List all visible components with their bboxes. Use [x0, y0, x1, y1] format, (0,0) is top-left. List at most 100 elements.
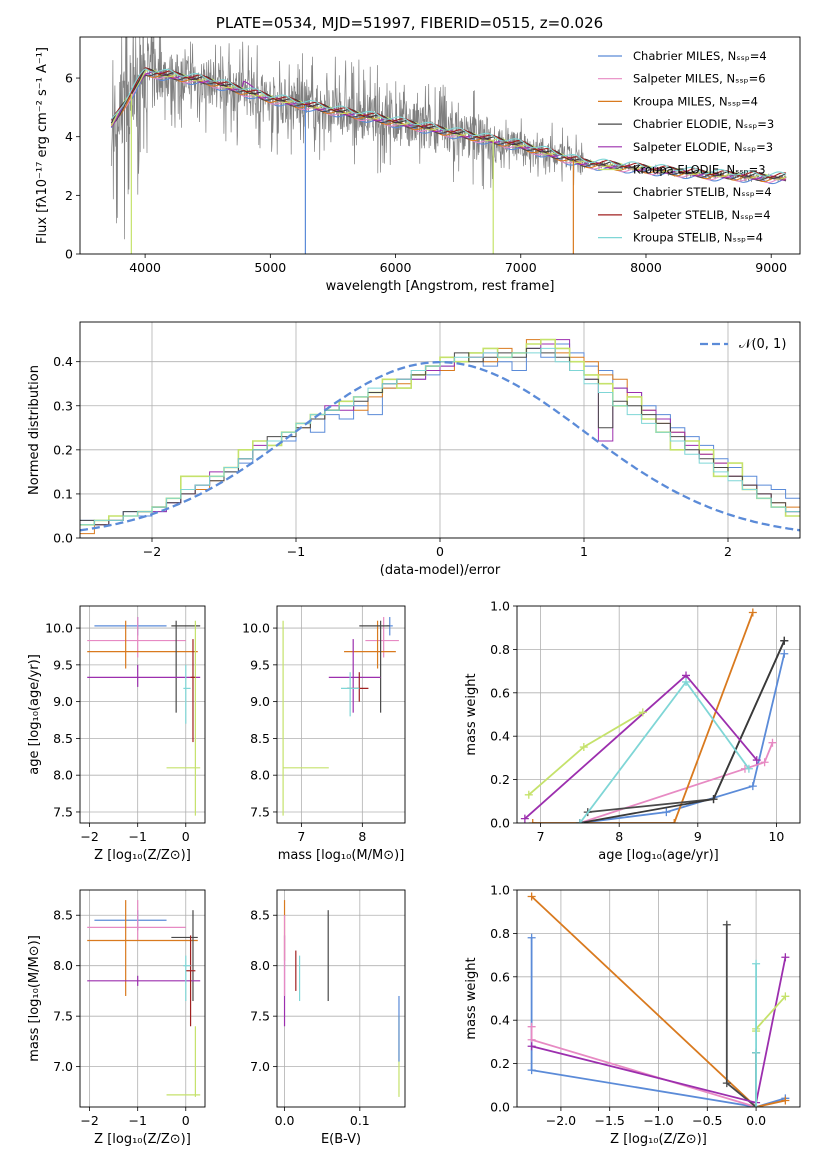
panel-mass_vs_Z: −2 −1 0 7.0 7.5 8.0 8.5 Z [log₁₀(Z/Z⊙)] mass [lo… [27, 889, 206, 1147]
weight-marker [752, 756, 761, 765]
errorbar-point [87, 617, 186, 658]
legend-label: Chabrier MILES, Nₛₛₚ=4 [633, 49, 767, 63]
weight-marker [781, 1096, 790, 1105]
x-tick-label: −2 [80, 1113, 98, 1128]
y-tick-label: 4 [65, 129, 73, 144]
x-tick-label: 2 [724, 544, 732, 559]
y-tick-label: 8.5 [250, 731, 270, 746]
y-tick-label: 8.0 [250, 958, 270, 973]
errorbar-point [365, 617, 399, 658]
x-tick-label: 5000 [254, 260, 286, 275]
x-tick-label: −1.0 [643, 1113, 673, 1128]
y-tick-label: 8.5 [250, 908, 270, 923]
axes-frame [516, 605, 801, 824]
errorbar-point [166, 1026, 201, 1097]
axes-frame [516, 889, 801, 1108]
legend-label: Chabrier STELIB, Nₛₛₚ=4 [633, 185, 772, 199]
weight-marker [520, 814, 529, 823]
weight-marker [527, 933, 536, 942]
x-tick-label: 4000 [129, 260, 161, 275]
y-tick-label: 0.4 [490, 1013, 510, 1028]
weight-line [579, 742, 774, 823]
x-tick-label: 9000 [755, 260, 787, 275]
weight-marker [752, 1048, 761, 1057]
weight-marker [781, 992, 790, 1001]
errorbar-point [87, 664, 201, 687]
x-tick-label: 7 [297, 829, 305, 844]
weight-marker [527, 1022, 536, 1031]
errorbar-point [87, 620, 198, 669]
age_vs_Z-plot-area [80, 606, 205, 823]
y-tick-label: 9.0 [53, 694, 73, 709]
weight-marker [722, 920, 731, 929]
errorbar-point [282, 620, 329, 816]
weight-marker [662, 808, 671, 817]
weight-marker [682, 677, 691, 686]
x-tick-label: 6000 [380, 260, 412, 275]
y-tick-label: 10.0 [242, 621, 270, 636]
y-tick-label: 7.5 [53, 804, 73, 819]
errorbar-point [185, 935, 196, 1027]
x-tick-label: −2.0 [546, 1113, 576, 1128]
weight-marker [781, 953, 790, 962]
panel-residuals: −2 −1 0 1 2 0.0 0.1 0.2 0.3 0.4 (data-model)/error… [27, 321, 801, 578]
x-axis-label: wavelength [Angstrom, rest frame] [326, 279, 555, 294]
x-tick-label: 8 [615, 829, 623, 844]
y-tick-label: 8.0 [53, 768, 73, 783]
x-tick-label: −1.5 [595, 1113, 625, 1128]
x-tick-label: 0 [182, 1113, 190, 1128]
errorbar-point [87, 900, 198, 996]
x-tick-label: 8 [358, 829, 366, 844]
panel-age_vs_Z: −2 −1 0 7.5 8.0 8.5 9.0 9.5 10.0 Z [log₁₀(Z/Z⊙)] a… [27, 605, 206, 863]
legend-label: Chabrier ELODIE, Nₛₛₚ=3 [633, 117, 774, 131]
axes-frame [79, 321, 801, 539]
y-tick-label: 1.0 [490, 599, 510, 614]
errorbar-point [183, 664, 191, 724]
x-tick-label: 0.0 [746, 1113, 766, 1128]
y-tick-label: 8.5 [53, 908, 73, 923]
y-tick-label: 0.8 [490, 642, 510, 657]
errorbar-point [171, 910, 198, 1002]
legend: 𝒩(0, 1) [700, 337, 786, 352]
errorbar-point [341, 672, 360, 717]
weight-line [528, 711, 644, 796]
weight-marker [670, 819, 679, 823]
x-tick-label: 9 [694, 829, 702, 844]
y-tick-label: 0.8 [490, 926, 510, 941]
panel-spectrum: 4000 5000 6000 7000 8000 9000 0 2 4 6 wavelength [… [35, 36, 801, 294]
errorbar-point [94, 617, 167, 636]
errorbar-point [328, 639, 381, 713]
y-tick-label: 0.6 [490, 685, 510, 700]
y-tick-label: 0.0 [53, 531, 73, 546]
legend-label: Kroupa MILES, Nₛₛₚ=4 [633, 94, 758, 108]
weight-line [532, 612, 754, 823]
weight-marker [780, 636, 789, 645]
x-tick-label: −2 [143, 544, 161, 559]
y-axis-label: mass [log₁₀(M/M⊙)] [27, 935, 42, 1062]
legend-label: Salpeter STELIB, Nₛₛₚ=4 [633, 208, 771, 222]
weight-marker [527, 892, 536, 901]
weight-line [579, 680, 750, 823]
y-tick-label: 0.1 [53, 486, 73, 501]
legend-label: Kroupa STELIB, Nₛₛₚ=4 [633, 231, 763, 245]
y-tick-label: 0 [65, 247, 73, 262]
y-tick-label: 0.0 [490, 816, 510, 831]
axes-frame [79, 36, 801, 255]
y-tick-label: 0.0 [490, 1100, 510, 1115]
y-axis-label: mass weight [464, 957, 479, 1039]
errorbar-point [190, 639, 196, 743]
weight-marker [528, 819, 537, 823]
x-axis-label: Z [log₁₀(Z/Z⊙)] [610, 1132, 707, 1147]
weight-marker [752, 959, 761, 968]
x-tick-label: −0.5 [692, 1113, 722, 1128]
model-line [110, 67, 787, 178]
x-tick-label: 10 [768, 829, 784, 844]
histogram-step [80, 347, 800, 526]
y-tick-label: 1.0 [490, 883, 510, 898]
y-tick-label: 6 [65, 71, 73, 86]
axes-frame [79, 605, 206, 824]
age_vs_mass-plot-area [277, 606, 405, 823]
x-axis-label: E(B-V) [321, 1132, 361, 1147]
y-axis-label: age [log₁₀(age/yr)] [27, 654, 42, 775]
spectrum-plot-area [110, 37, 787, 254]
